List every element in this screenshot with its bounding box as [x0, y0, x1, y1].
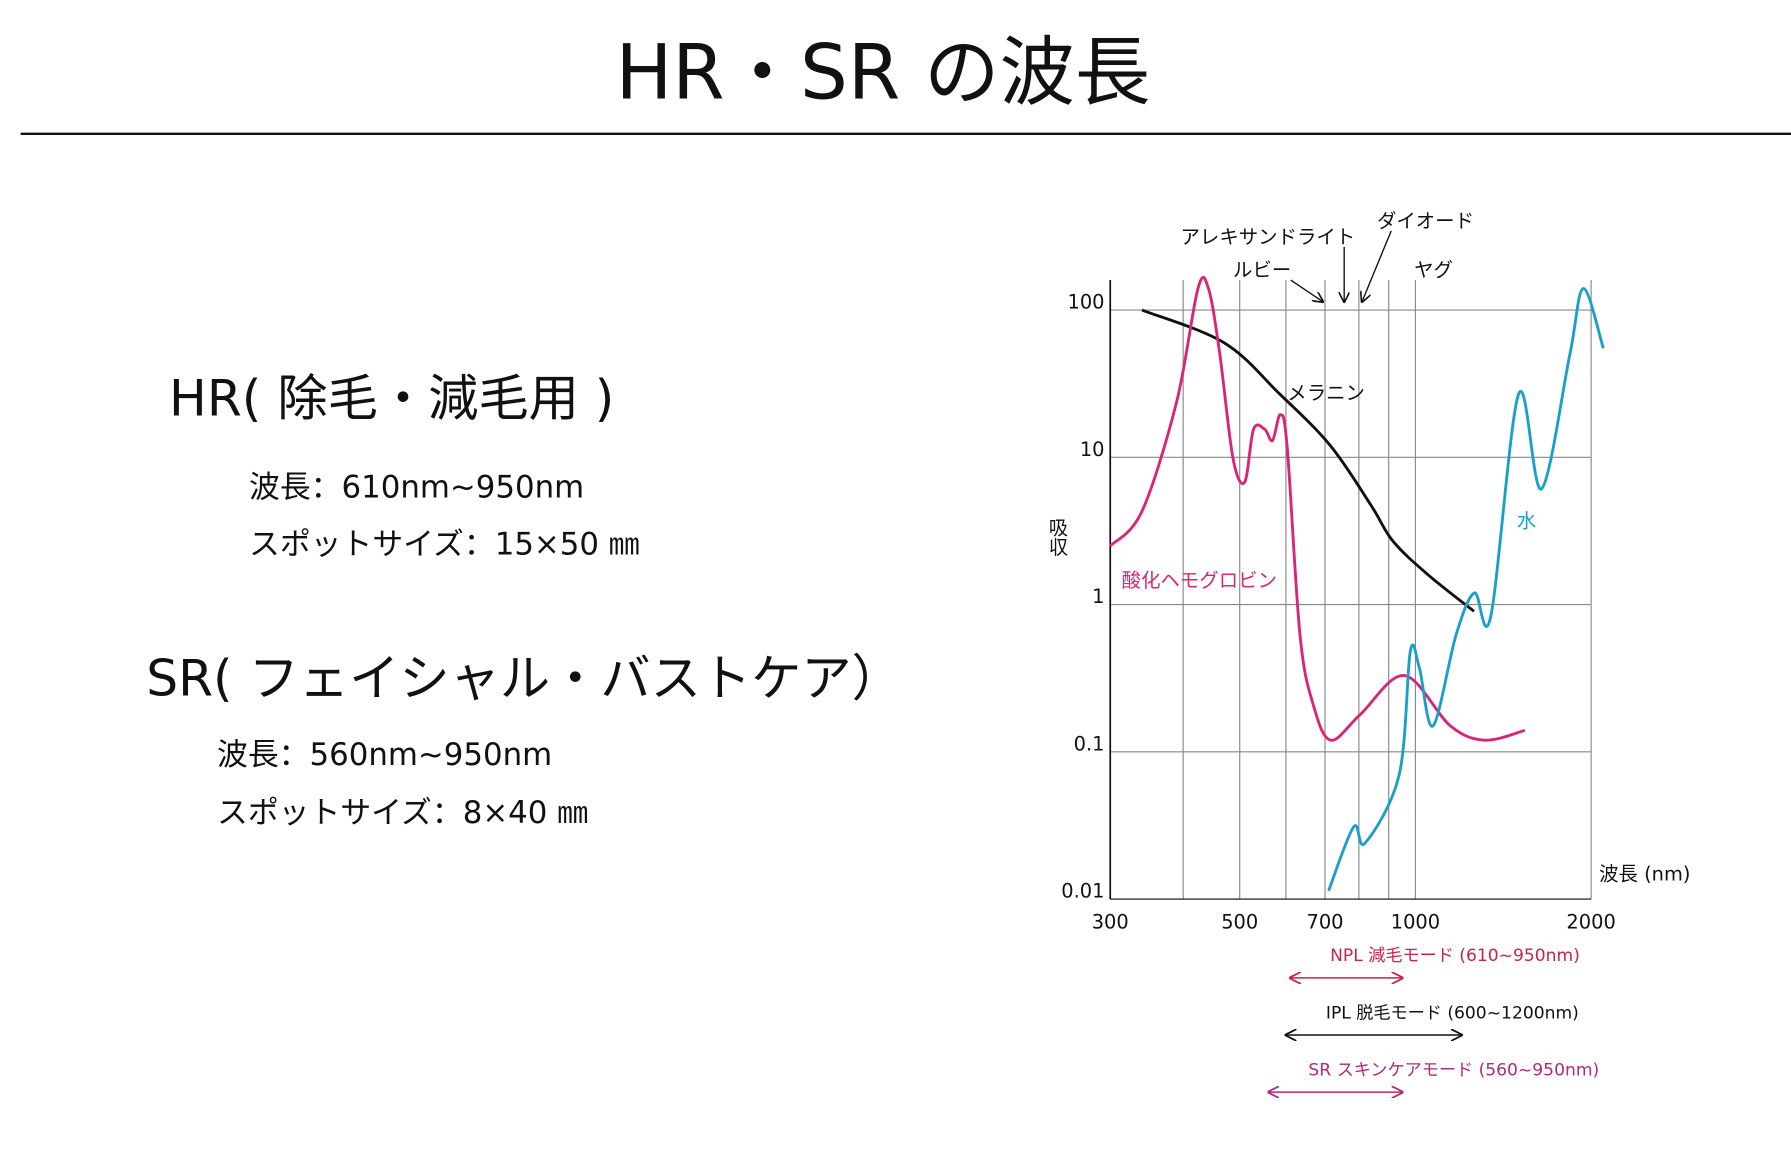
- y-tick-label: 10: [1080, 438, 1105, 461]
- laser-label: アレキサンドライト: [1181, 225, 1356, 248]
- x-tick-label: 500: [1221, 911, 1258, 934]
- x-tick-label: 1000: [1391, 911, 1440, 934]
- laser-label: ダイオード: [1377, 209, 1474, 232]
- section-line: スポットサイズ：15×50 ㎜: [249, 527, 640, 563]
- x-tick-label: 2000: [1566, 911, 1615, 934]
- series-line: [1327, 287, 1605, 892]
- range-label: IPL 脱毛モード (600~1200nm): [1326, 1003, 1579, 1023]
- series-label: 酸化ヘモグロビン: [1122, 569, 1277, 592]
- x-tick-label: 700: [1306, 911, 1343, 934]
- section-heading: HR( 除毛・減毛用 ): [169, 369, 614, 428]
- laser-label: ヤグ: [1414, 258, 1453, 281]
- laser-label: ルビー: [1233, 258, 1291, 281]
- y-tick-label: 0.01: [1061, 880, 1104, 903]
- laser-arrow: [1290, 279, 1323, 302]
- y-tick-label: 0.1: [1074, 732, 1105, 755]
- plot: 0.01 0.1 1 10 100 300 500 700 1000 2000 メラニン酸化ヘモグロ…: [1061, 209, 1616, 1092]
- section-line: 波長：560nm~950nm: [217, 737, 552, 773]
- series-line: [1109, 276, 1526, 742]
- y-tick-label: 1: [1092, 585, 1104, 608]
- section-line: 波長：610nm~950nm: [249, 470, 584, 506]
- series-line: [1141, 308, 1475, 613]
- slide-title: HR・SR の波長: [616, 28, 1151, 116]
- series-label: メラニン: [1287, 382, 1365, 405]
- y-tick-label: 100: [1067, 291, 1104, 314]
- range-label: NPL 減毛モード (610~950nm): [1330, 946, 1580, 966]
- y-axis-label: 吸収: [1045, 518, 1068, 557]
- x-tick-label: 300: [1092, 911, 1129, 934]
- x-axis-label: 波長 (nm): [1599, 863, 1690, 886]
- series-label: 水: [1517, 510, 1536, 533]
- section-line: スポットサイズ：8×40 ㎜: [217, 795, 588, 831]
- section-heading: SR( フェイシャル・バストケア）: [146, 649, 902, 708]
- laser-arrow: [1362, 230, 1392, 302]
- range-label: SR スキンケアモード (560~950nm): [1308, 1060, 1599, 1080]
